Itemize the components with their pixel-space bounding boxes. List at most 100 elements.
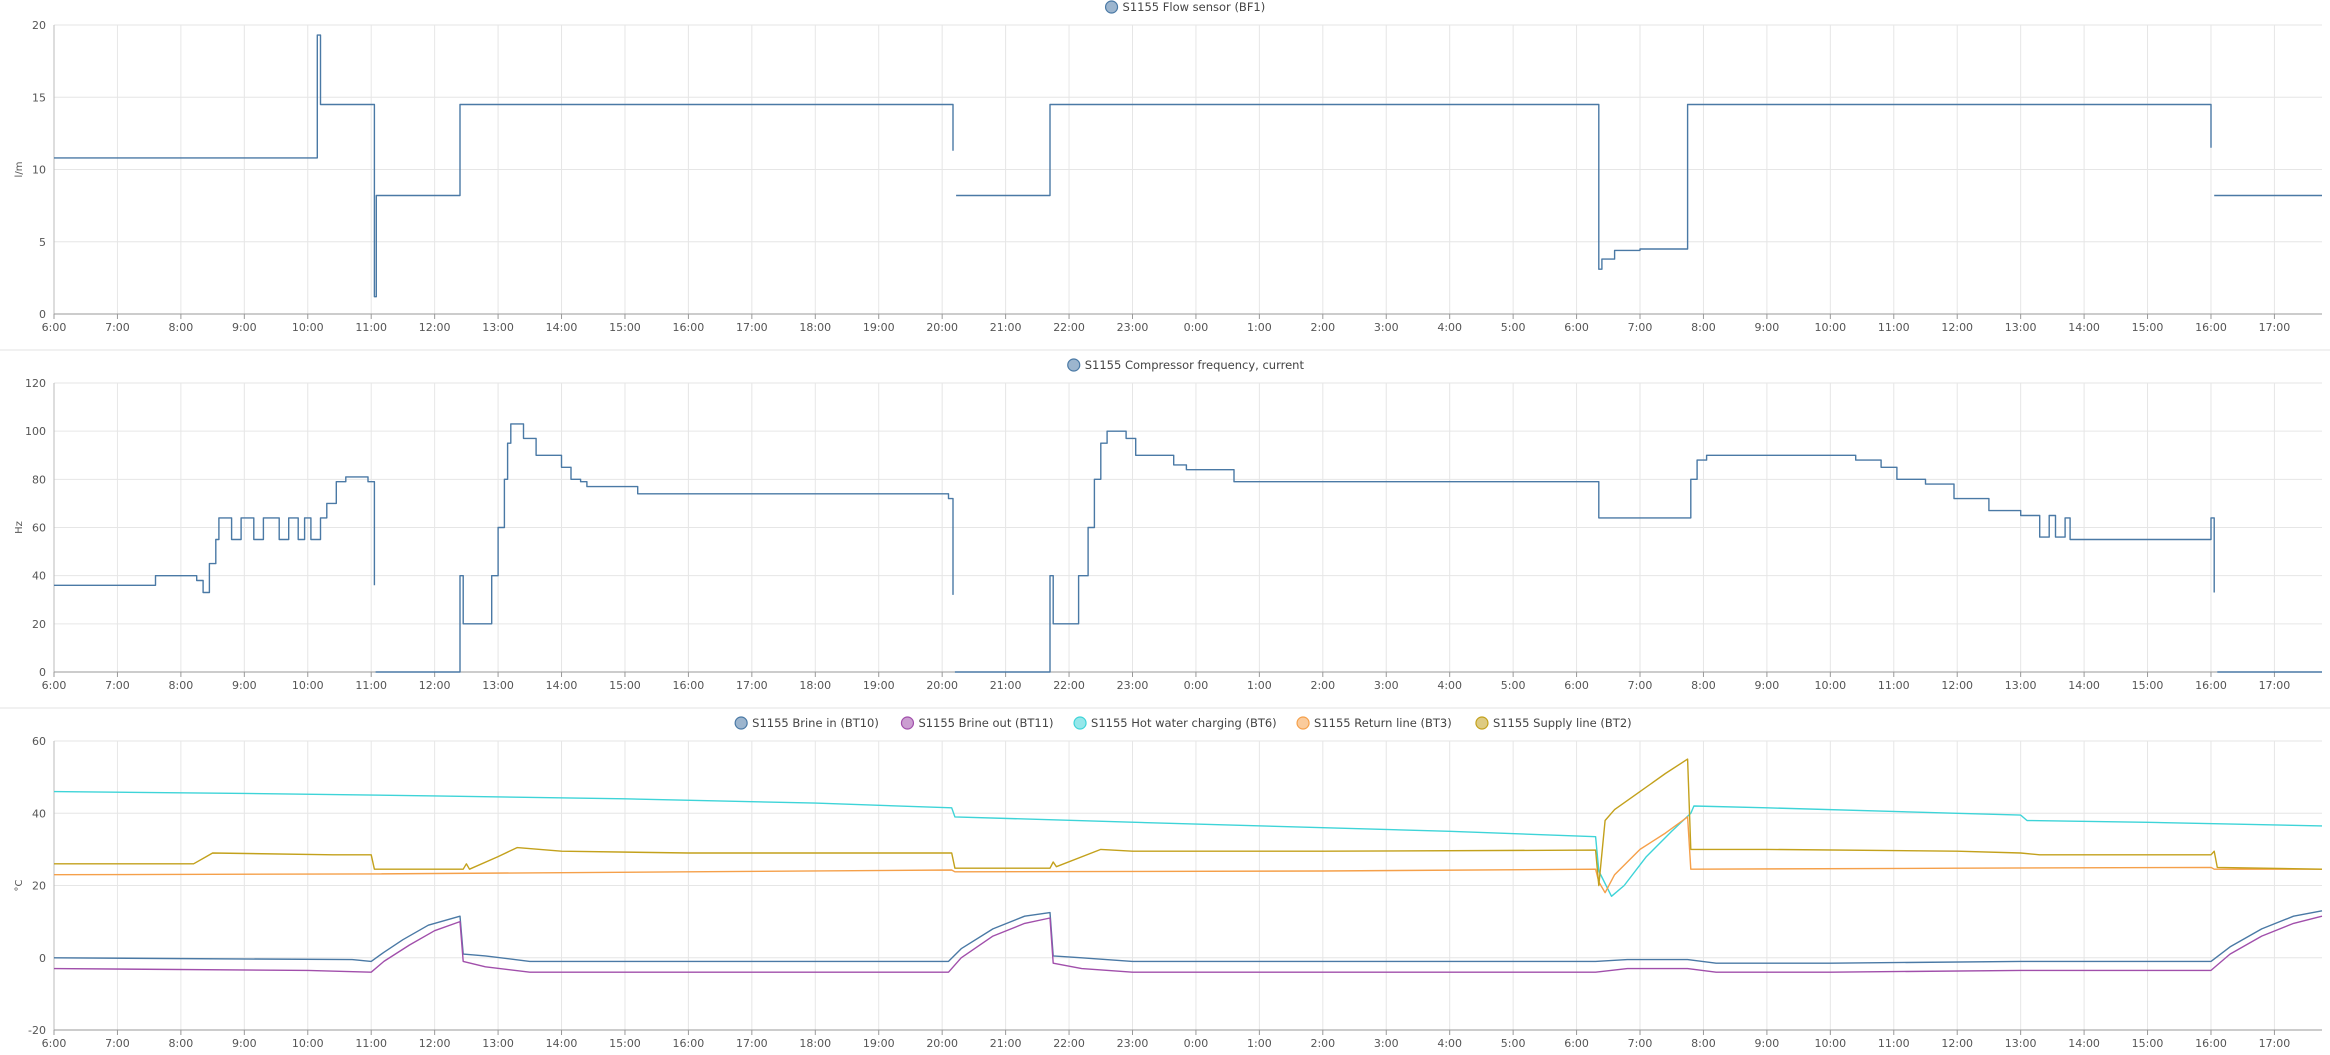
x-tick-label: 14:00 <box>546 321 578 334</box>
x-tick-label: 9:00 <box>232 321 257 334</box>
x-tick-label: 17:00 <box>2259 321 2291 334</box>
legend-swatch <box>1067 358 1081 372</box>
x-tick-label: 3:00 <box>1374 321 1399 334</box>
x-tick-label: 13:00 <box>482 321 514 334</box>
x-tick-label: 7:00 <box>105 679 130 692</box>
x-tick-label: 17:00 <box>736 321 768 334</box>
x-tick-label: 23:00 <box>1117 679 1149 692</box>
x-tick-label: 11:00 <box>355 321 387 334</box>
x-tick-label: 15:00 <box>2132 1037 2164 1050</box>
x-tick-label: 3:00 <box>1374 679 1399 692</box>
x-tick-label: 12:00 <box>419 321 451 334</box>
x-tick-label: 7:00 <box>105 1037 130 1050</box>
x-tick-label: 13:00 <box>2005 321 2037 334</box>
x-tick-label: 18:00 <box>799 321 831 334</box>
x-tick-label: 0:00 <box>1184 321 1209 334</box>
y-tick-label: 0 <box>39 308 46 321</box>
x-tick-label: 19:00 <box>863 321 895 334</box>
x-tick-label: 12:00 <box>1941 321 1973 334</box>
compressor-frequency-panel: 0 20 40 60 80 100 120 6:00 7:00 8:00 9:00 10:00 11:0… <box>0 358 2330 709</box>
x-tick-label: 8:00 <box>1691 321 1716 334</box>
x-tick-label: 6:00 <box>42 679 67 692</box>
y-tick-label: 10 <box>32 164 46 177</box>
series-line-4 <box>53 816 2322 894</box>
x-tick-label: 14:00 <box>2068 679 2100 692</box>
legend-swatch <box>734 716 748 730</box>
legend-label: S1155 Brine in (BT10) <box>752 716 879 730</box>
x-tick-label: 21:00 <box>990 321 1022 334</box>
series-line-1 <box>53 910 2323 964</box>
x-tick-label: 13:00 <box>2005 679 2037 692</box>
y-axis-label: l/m <box>14 162 25 178</box>
x-tick-label: 10:00 <box>1814 1037 1846 1050</box>
x-tick-label: 17:00 <box>2259 1037 2291 1050</box>
x-tick-label: 13:00 <box>482 1037 514 1050</box>
x-tick-label: 11:00 <box>1878 679 1910 692</box>
x-tick-label: 2:00 <box>1310 321 1335 334</box>
legend: S1155 Flow sensor (BF1) <box>1104 0 1266 14</box>
legend-label: S1155 Return line (BT3) <box>1314 716 1452 730</box>
y-tick-label: 20 <box>32 618 46 631</box>
x-tick-label: 6:00 <box>42 1037 67 1050</box>
x-tick-label: 13:00 <box>482 679 514 692</box>
x-tick-label: 14:00 <box>546 679 578 692</box>
y-tick-label: 20 <box>32 880 46 893</box>
x-tick-label: 7:00 <box>105 321 130 334</box>
x-tick-label: 8:00 <box>169 1037 194 1050</box>
x-tick-label: 22:00 <box>1053 321 1085 334</box>
x-tick-label: 8:00 <box>169 679 194 692</box>
x-tick-label: 7:00 <box>1628 1037 1653 1050</box>
series-line-1 <box>54 423 2322 673</box>
y-tick-label: -20 <box>28 1024 46 1037</box>
y-tick-label: 60 <box>32 735 46 748</box>
legend-item[interactable]: S1155 Compressor frequency, current <box>1067 358 1305 372</box>
x-tick-label: 11:00 <box>1878 1037 1910 1050</box>
x-tick-label: 16:00 <box>673 679 705 692</box>
legend-item[interactable]: S1155 Return line (BT3) <box>1296 716 1452 730</box>
x-tick-label: 16:00 <box>2195 679 2227 692</box>
x-tick-label: 12:00 <box>1941 1037 1973 1050</box>
x-tick-label: 17:00 <box>736 679 768 692</box>
x-tick-label: 8:00 <box>1691 679 1716 692</box>
x-tick-label: 11:00 <box>355 1037 387 1050</box>
x-tick-label: 15:00 <box>609 1037 641 1050</box>
x-tick-label: 12:00 <box>419 679 451 692</box>
x-tick-label: 22:00 <box>1053 679 1085 692</box>
x-tick-label: 9:00 <box>232 1037 257 1050</box>
x-tick-label: 16:00 <box>673 1037 705 1050</box>
y-tick-label: 120 <box>25 377 46 390</box>
x-tick-label: 15:00 <box>609 321 641 334</box>
series-line-3 <box>53 790 2323 897</box>
series-line-5 <box>54 758 2323 887</box>
y-tick-label: 5 <box>39 236 46 249</box>
x-tick-label: 15:00 <box>609 679 641 692</box>
x-tick-label: 14:00 <box>546 1037 578 1050</box>
legend-item[interactable]: S1155 Flow sensor (BF1) <box>1104 0 1266 14</box>
y-tick-label: 40 <box>32 807 46 820</box>
y-axis-label: °C <box>14 879 25 891</box>
legend-item[interactable]: S1155 Brine out (BT11) <box>900 716 1054 730</box>
x-tick-label: 21:00 <box>990 1037 1022 1050</box>
x-tick-label: 0:00 <box>1184 679 1209 692</box>
legend-item[interactable]: S1155 Hot water charging (BT6) <box>1073 716 1277 730</box>
x-tick-label: 5:00 <box>1501 321 1526 334</box>
x-tick-label: 7:00 <box>1628 679 1653 692</box>
legend-item[interactable]: S1155 Brine in (BT10) <box>734 716 879 730</box>
legend-item[interactable]: S1155 Supply line (BT2) <box>1475 716 1632 730</box>
x-tick-label: 2:00 <box>1310 1037 1335 1050</box>
legend: S1155 Compressor frequency, current <box>1067 358 1305 372</box>
x-tick-label: 20:00 <box>926 321 958 334</box>
legend-label: S1155 Brine out (BT11) <box>918 716 1053 730</box>
x-tick-label: 12:00 <box>1941 679 1973 692</box>
y-tick-label: 40 <box>32 570 46 583</box>
y-tick-label: 0 <box>39 666 46 679</box>
x-tick-label: 0:00 <box>1184 1037 1209 1050</box>
legend-label: S1155 Flow sensor (BF1) <box>1123 0 1266 14</box>
x-tick-label: 8:00 <box>169 321 194 334</box>
x-tick-label: 18:00 <box>799 1037 831 1050</box>
y-axis-label: Hz <box>14 521 25 534</box>
x-tick-label: 15:00 <box>2132 679 2164 692</box>
x-tick-label: 17:00 <box>2259 679 2291 692</box>
x-tick-label: 22:00 <box>1053 1037 1085 1050</box>
